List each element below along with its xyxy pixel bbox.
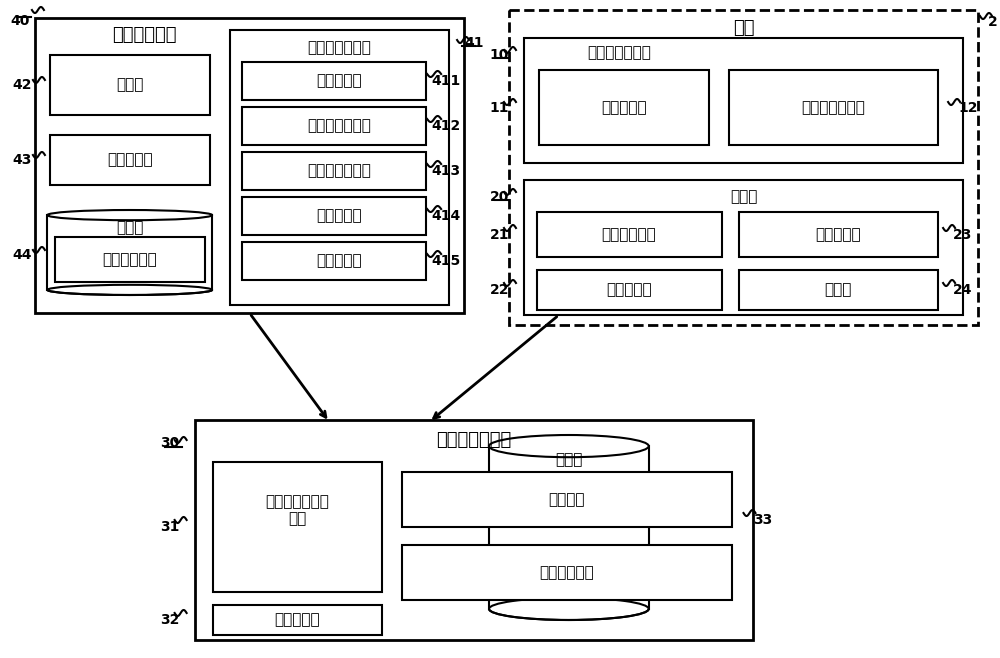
Text: 21: 21 [489,228,509,242]
Text: 415: 415 [431,254,460,268]
Text: 43: 43 [13,153,32,167]
FancyBboxPatch shape [242,62,426,100]
Ellipse shape [47,210,212,220]
Text: 40: 40 [11,14,30,28]
Text: 用户认证部: 用户认证部 [601,101,647,116]
FancyBboxPatch shape [739,270,938,310]
FancyBboxPatch shape [524,38,963,163]
FancyBboxPatch shape [35,18,464,313]
Text: 30: 30 [160,436,180,450]
Bar [489,446,649,609]
Text: 31: 31 [160,520,180,534]
Text: 12: 12 [958,101,978,115]
Text: 用户行动分析部: 用户行动分析部 [801,101,865,116]
Text: 利用店铺推测部: 利用店铺推测部 [307,163,371,178]
FancyBboxPatch shape [55,237,205,282]
Text: 22: 22 [489,283,509,297]
Text: 413: 413 [431,164,460,178]
Text: 44: 44 [12,248,32,262]
Text: 42: 42 [12,78,32,92]
Text: 登记请求部: 登记请求部 [317,74,362,88]
Text: 打印信息: 打印信息 [549,492,585,507]
Text: 显示控制部: 显示控制部 [816,228,861,243]
Text: 存储部: 存储部 [555,453,583,467]
Text: 复合机: 复合机 [730,190,757,205]
FancyBboxPatch shape [537,212,722,257]
FancyBboxPatch shape [739,212,938,257]
Text: 控制部: 控制部 [825,282,852,297]
FancyBboxPatch shape [230,30,449,305]
Text: 411: 411 [431,74,460,88]
Text: 定位部: 定位部 [116,78,143,93]
Text: 打印控制部: 打印控制部 [275,613,320,628]
Text: 412: 412 [431,119,460,133]
FancyBboxPatch shape [195,420,753,640]
Text: 24: 24 [953,283,973,297]
Text: 41: 41 [464,36,484,50]
Text: 文档登记请求接
收部: 文档登记请求接 收部 [265,494,329,526]
FancyBboxPatch shape [213,605,382,635]
FancyBboxPatch shape [402,472,732,527]
Text: 显示控制部: 显示控制部 [107,153,153,168]
Ellipse shape [489,435,649,457]
Text: 打印服务服务器: 打印服务服务器 [436,431,512,449]
Ellipse shape [489,598,649,620]
FancyBboxPatch shape [402,545,732,600]
FancyBboxPatch shape [729,70,938,145]
Text: 用户移动估计部: 用户移动估计部 [307,118,371,134]
FancyBboxPatch shape [50,55,210,115]
Text: 店铺相关信息: 店铺相关信息 [102,253,157,268]
Text: 打印控制部: 打印控制部 [317,253,362,268]
Ellipse shape [47,285,212,295]
Bar [47,215,212,290]
Text: 23: 23 [953,228,972,242]
FancyBboxPatch shape [50,135,210,185]
Text: 服务器协作部: 服务器协作部 [601,228,656,243]
FancyBboxPatch shape [213,462,382,592]
FancyBboxPatch shape [242,152,426,190]
Text: 存储部: 存储部 [116,220,143,236]
Text: 11: 11 [489,101,509,115]
FancyBboxPatch shape [242,197,426,235]
Text: 店铺相关信息: 店铺相关信息 [539,565,594,580]
FancyBboxPatch shape [524,180,963,315]
FancyBboxPatch shape [537,270,722,310]
Text: 店铺管理服务器: 店铺管理服务器 [587,45,651,61]
Text: 2: 2 [988,15,998,29]
Text: 打印程序执行部: 打印程序执行部 [307,41,371,55]
Text: 414: 414 [431,209,460,223]
FancyBboxPatch shape [242,242,426,280]
Text: 开始指示部: 开始指示部 [317,209,362,224]
Text: 32: 32 [160,613,180,627]
Text: 10: 10 [490,48,509,62]
FancyBboxPatch shape [242,107,426,145]
Text: 功能执行部: 功能执行部 [606,282,652,297]
Text: 店铺: 店铺 [733,19,754,37]
Text: 33: 33 [753,513,773,527]
Text: 移动终端装置: 移动终端装置 [112,26,177,44]
Text: 20: 20 [490,190,509,204]
FancyBboxPatch shape [509,10,978,325]
FancyBboxPatch shape [539,70,709,145]
